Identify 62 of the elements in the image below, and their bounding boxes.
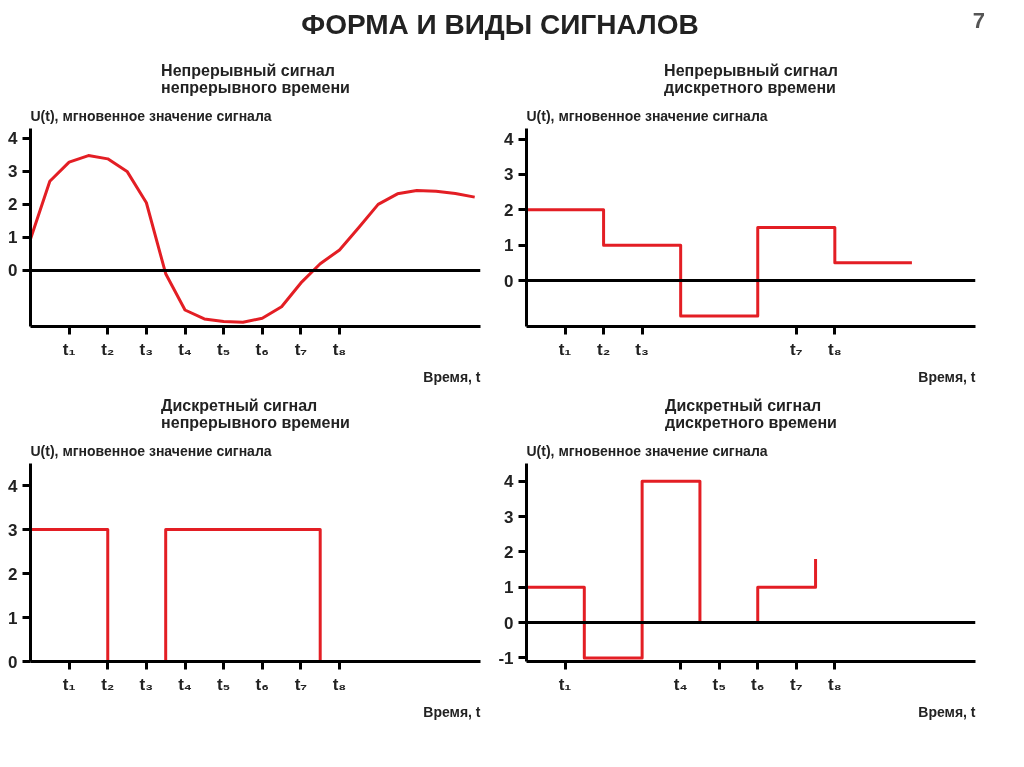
y-tick-label: 3: [504, 165, 514, 185]
x-tick-label: t₅: [712, 674, 726, 694]
y-tick-label: 2: [8, 195, 18, 215]
y-tick-label: 4: [8, 476, 19, 496]
chart-title: Непрерывный сигнал непрерывного времени: [161, 61, 350, 96]
y-tick-label: -1: [498, 648, 514, 668]
y-tick-label: 1: [8, 228, 18, 248]
x-tick-label: t₂: [596, 339, 611, 359]
y-axis-title: U(t), мгновенное значение сигнала: [30, 442, 272, 459]
y-tick-label: 3: [8, 520, 18, 540]
y-tick-label: 4: [504, 472, 515, 492]
x-tick-label: t₇: [790, 674, 803, 694]
x-tick-label: t₄: [178, 339, 192, 359]
x-tick-label: t₄: [178, 674, 192, 694]
y-axis-title: U(t), мгновенное значение сигнала: [30, 107, 272, 124]
chart-title: Непрерывный сигнал дискретного времени: [664, 61, 838, 96]
x-tick-label: t₃: [635, 339, 649, 359]
x-tick-label: t₁: [62, 674, 76, 694]
y-tick-label: 0: [8, 261, 18, 281]
y-tick-label: 2: [504, 200, 514, 220]
y-tick-label: 0: [504, 271, 514, 291]
x-tick-label: t₇: [294, 674, 308, 694]
x-tick-label: t₂: [101, 674, 115, 694]
text: 7: [972, 7, 985, 35]
x-tick-label: t₈: [332, 339, 347, 359]
y-tick-label: 1: [504, 578, 514, 598]
y-tick-label: 0: [8, 652, 18, 672]
y-tick-label: 2: [504, 542, 514, 562]
y-axis-title: U(t), мгновенное значение сигнала: [526, 107, 768, 124]
x-tick-label: t₆: [255, 674, 269, 694]
x-tick-label: t₄: [673, 674, 688, 694]
x-tick-label: t₁: [558, 339, 572, 359]
x-tick-label: t₃: [139, 339, 154, 359]
y-tick-label: 0: [504, 613, 514, 633]
y-tick-label: 1: [504, 236, 514, 256]
x-tick-label: t₇: [294, 339, 308, 359]
y-tick-label: 2: [8, 564, 18, 584]
x-tick-label: t₅: [216, 339, 231, 359]
x-tick-label: t₈: [332, 674, 347, 694]
x-tick-label: t₈: [828, 674, 842, 694]
y-tick-label: 1: [8, 608, 18, 628]
y-tick-label: 3: [504, 507, 514, 527]
chart-title: Дискретный сигнал дискретного времени: [665, 396, 837, 431]
x-axis-title: Время, t: [918, 368, 976, 385]
x-tick-label: t₆: [751, 674, 765, 694]
chart-title: Дискретный сигнал непрерывного времени: [161, 396, 350, 431]
y-tick-label: 4: [8, 129, 19, 149]
y-axis-title: U(t), мгновенное значение сигнала: [526, 442, 768, 459]
x-tick-label: t₇: [790, 339, 803, 359]
x-axis-title: Время, t: [423, 368, 481, 385]
x-tick-label: t₃: [139, 674, 154, 694]
y-tick-label: 4: [504, 130, 515, 150]
x-tick-label: t₁: [558, 674, 572, 694]
x-axis-title: Время, t: [918, 703, 976, 720]
x-axis-title: Время, t: [423, 703, 481, 720]
x-tick-label: t₁: [62, 339, 76, 359]
y-tick-label: 3: [8, 162, 18, 182]
x-tick-label: t₈: [828, 339, 842, 359]
x-tick-label: t₅: [216, 674, 231, 694]
x-tick-label: t₆: [255, 339, 269, 359]
text: ФОРМА И ВИДЫ СИГНАЛОВ: [301, 9, 699, 40]
x-tick-label: t₂: [101, 339, 115, 359]
